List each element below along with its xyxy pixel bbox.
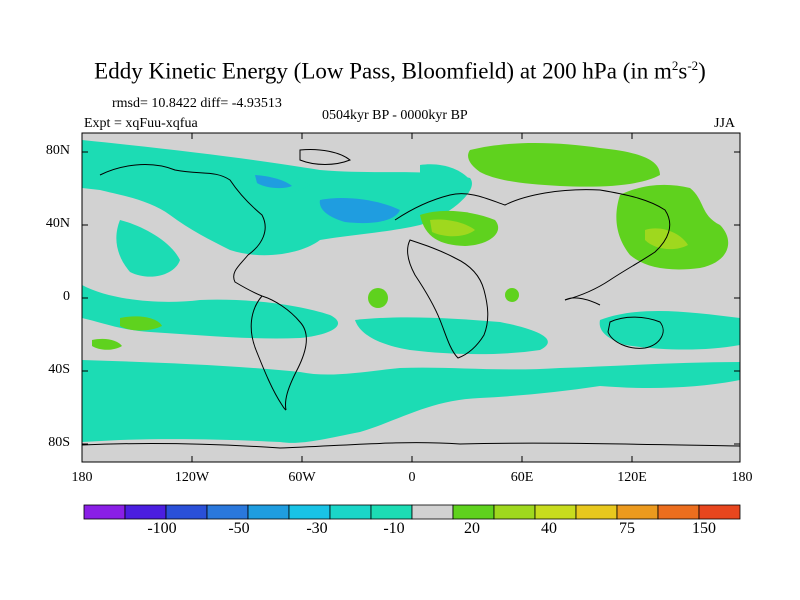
colorbar-swatch (452, 504, 495, 520)
colorbar-swatch (411, 504, 454, 520)
colorbar-swatch (698, 504, 741, 520)
lon-tick-120w: 120W (174, 470, 210, 485)
colorbar-swatch (493, 504, 536, 520)
colorbar-swatch (83, 504, 126, 520)
map-field (82, 133, 740, 462)
plot-title: Eddy Kinetic Energy (Low Pass, Bloomfiel… (94, 58, 706, 84)
eurasia-coast (394, 189, 671, 301)
colorbar-label: 75 (619, 520, 635, 537)
south-america-coast (261, 295, 307, 411)
lat-tick-80n: 80N (45, 143, 70, 158)
south-america-west-coast (250, 295, 287, 411)
colorbar-swatch (165, 504, 208, 520)
colorbar-swatch (247, 504, 290, 520)
lon-tick-180w: 180 (71, 470, 93, 485)
colorbar-swatch (288, 504, 331, 520)
africa-coast (407, 239, 489, 359)
axis-ticks (82, 133, 740, 462)
lat-tick-80s: 80S (48, 435, 70, 450)
greenland-coast (299, 149, 351, 165)
coastlines (82, 149, 740, 449)
experiment-label: Expt = xqFuu-xqfua (84, 116, 198, 131)
colorbar-swatch (370, 504, 413, 520)
period-label: 0504kyr BP - 0000kyr BP (322, 108, 468, 123)
lon-tick-60w: 60W (288, 470, 316, 485)
lon-tick-120e: 120E (617, 470, 647, 485)
north-america-coast (99, 164, 266, 297)
lon-tick-0: 0 (408, 470, 416, 485)
colorbar-swatch (616, 504, 659, 520)
lat-tick-40s: 40S (48, 362, 70, 377)
colorbar-swatch (206, 504, 249, 520)
lon-tick-180e: 180 (731, 470, 753, 485)
colorbar-label: 150 (692, 520, 716, 537)
antarctica-coast (82, 442, 740, 449)
negative-anomaly-regions (82, 140, 740, 443)
colorbar-swatch (534, 504, 577, 520)
colorbar-swatch (124, 504, 167, 520)
colorbar-label: -30 (306, 520, 328, 537)
season-label: JJA (714, 116, 736, 131)
australia-coast (607, 316, 664, 349)
colorbar (83, 504, 741, 520)
colorbar-label: 40 (541, 520, 557, 537)
lon-tick-60e: 60E (510, 470, 534, 485)
colorbar-label: -50 (228, 520, 250, 537)
lat-tick-0: 0 (63, 289, 70, 304)
colorbar-label: -10 (383, 520, 405, 537)
maritime-continent-coast (564, 297, 601, 306)
colorbar-swatch (329, 504, 372, 520)
colorbar-label: 20 (464, 520, 480, 537)
colorbar-swatch (657, 504, 700, 520)
colorbar-swatch (575, 504, 618, 520)
strong-negative-core (255, 175, 400, 224)
colorbar-label: -100 (147, 520, 177, 537)
strong-positive-core (430, 219, 688, 250)
stats-label: rmsd= 10.8422 diff= -4.93513 (112, 96, 282, 111)
positive-anomaly-regions (92, 143, 729, 350)
lat-tick-40n: 40N (45, 216, 70, 231)
